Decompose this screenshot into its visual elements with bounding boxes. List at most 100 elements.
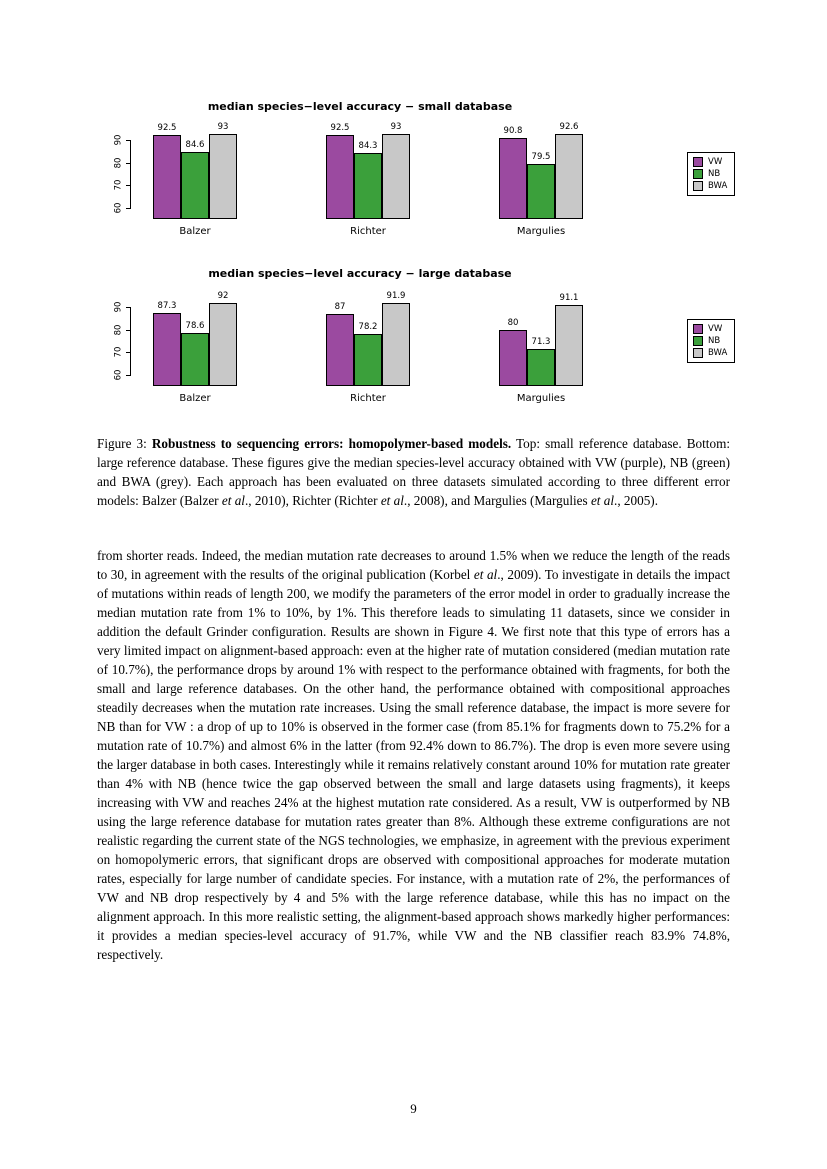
bar-value-label: 91.9 [386,290,406,301]
chart-legend: VW NB BWA [687,152,736,196]
bar-with-label: 93 [209,121,237,219]
y-axis-tick-label: 60 [113,202,124,214]
bar-with-label: 78.2 [354,322,382,386]
plot-area: 87.3 78.6 92 Balzer 87 78.2 91.9 Richter 80 71.3 9… [137,291,617,404]
bar-group: 90.8 79.5 92.6 Margulies [499,122,583,237]
bar-value-label: 84.6 [185,140,205,151]
text-segment: et al [473,567,498,582]
legend-swatch [693,324,703,334]
text-segment: et al [221,493,245,508]
bar-with-label: 87.3 [153,301,181,386]
bar-with-label: 92.6 [555,122,583,219]
legend-row: VW [693,324,727,334]
text-segment: ., 2008), and Margulies (Margulies [403,493,591,508]
text-segment: ., 2010), Richter (Richter [244,493,381,508]
chart-small-database: median species−level accuracy − small da… [103,100,736,237]
chart-legend: VW NB BWA [687,319,736,363]
chart-large-database: median species−level accuracy − large da… [103,267,736,404]
bar [354,153,382,219]
text-segment: ., 2009). To investigate in details the … [97,567,730,962]
y-axis: 60 70 80 90 [103,296,137,386]
bar-with-label: 79.5 [527,152,555,219]
bar [555,134,583,219]
x-axis-label: Richter [350,226,386,237]
legend-row: BWA [693,348,727,358]
bar [354,333,382,386]
bar [499,329,527,386]
bar-group: 80 71.3 91.1 Margulies [499,293,583,404]
legend-row: VW [693,157,727,167]
bar-value-label: 92 [217,290,229,301]
legend-label: BWA [708,348,728,358]
text-segment: Top: small reference database. Bottom: l… [97,436,730,508]
y-axis-tick [126,329,131,331]
bar [527,349,555,386]
bar [181,152,209,219]
y-axis-tick-label: 90 [113,134,124,146]
bar-group-bars: 87 78.2 91.9 [326,291,410,386]
y-axis-tick [126,374,131,376]
y-axis-tick [126,185,131,187]
legend-label: NB [708,336,721,346]
bar-value-label: 92.6 [559,122,579,133]
bar-value-label: 91.1 [559,292,579,303]
x-axis-label: Balzer [179,393,211,404]
bar-with-label: 84.6 [181,140,209,219]
bar-with-label: 84.3 [354,141,382,219]
chart-row: 60 70 80 90 92.5 84.6 93 Balzer 92.5 84.3 93 Richte… [103,122,736,237]
bar [382,302,410,386]
bar [527,163,555,219]
bar-value-label: 71.3 [531,337,551,348]
text-segment: Figure 3: [97,436,152,451]
bar-group-bars: 92.5 84.3 93 [326,121,410,219]
bar-value-label: 90.8 [503,126,523,137]
bar [153,134,181,219]
bar [326,314,354,386]
x-axis-label: Richter [350,393,386,404]
x-axis-label: Margulies [516,393,566,404]
legend-row: NB [693,336,727,346]
text-segment: et al [380,493,404,508]
legend-swatch [693,336,703,346]
y-axis-tick [126,307,131,309]
bar [209,302,237,386]
bar [153,313,181,386]
bar [181,332,209,386]
bar-value-label: 80 [507,317,519,328]
bar [382,133,410,219]
x-axis-label: Balzer [179,226,211,237]
y-axis-tick [126,352,131,354]
bar [555,304,583,386]
bar-group-bars: 80 71.3 91.1 [499,293,583,386]
y-axis-tick-label: 60 [113,369,124,381]
bar [209,133,237,219]
text-segment: Robustness to sequencing errors: homopol… [151,436,512,451]
legend-label: VW [708,157,723,167]
bar-with-label: 93 [382,121,410,219]
bar-with-label: 91.1 [555,293,583,386]
legend-swatch [693,169,703,179]
bar-value-label: 92.5 [330,122,350,133]
bar-value-label: 93 [217,121,229,132]
body-paragraph: from shorter reads. Indeed, the median m… [97,546,730,964]
bar-group-bars: 92.5 84.6 93 [153,121,237,219]
bar-group: 87 78.2 91.9 Richter [326,291,410,404]
legend-label: BWA [708,181,728,191]
bar-group-bars: 87.3 78.6 92 [153,291,237,386]
text-segment: from shorter reads. Indeed, the median m… [97,548,730,582]
x-axis-label: Margulies [516,226,566,237]
y-axis-line [130,307,131,375]
bar-value-label: 87 [334,302,346,312]
y-axis-tick-label: 70 [113,346,124,358]
bar-group: 92.5 84.6 93 Balzer [153,121,237,237]
bar-group: 92.5 84.3 93 Richter [326,121,410,237]
bar-with-label: 71.3 [527,337,555,386]
bar-with-label: 87 [326,302,354,386]
bar-value-label: 93 [390,121,402,132]
legend-row: BWA [693,181,727,191]
bar-with-label: 91.9 [382,291,410,386]
chart-title: median species−level accuracy − small da… [207,100,513,113]
chart-title: median species−level accuracy − large da… [208,267,512,280]
bar [326,134,354,219]
y-axis-tick [126,207,131,209]
